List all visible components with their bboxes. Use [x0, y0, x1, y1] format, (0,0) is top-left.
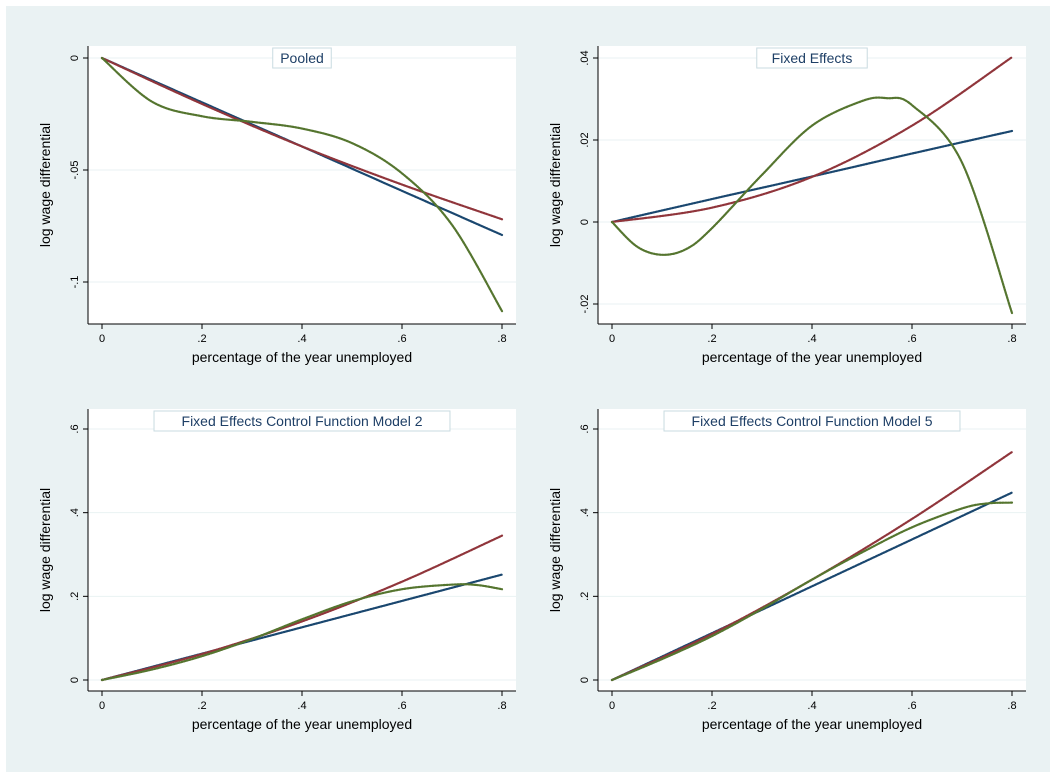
x-tick-label: .2	[707, 700, 716, 712]
x-tick-label: 0	[609, 333, 615, 345]
x-tick-label: .6	[397, 333, 406, 345]
x-axis-title: percentage of the year unemployed	[192, 349, 412, 365]
y-tick-label: 0	[69, 677, 81, 683]
x-tick-label: .2	[197, 700, 206, 712]
plot-area	[598, 46, 1026, 324]
x-tick-label: .8	[1007, 700, 1016, 712]
y-tick-label: .2	[69, 592, 81, 601]
x-tick-label: .2	[197, 333, 206, 345]
x-tick-label: .4	[297, 700, 306, 712]
plot-area	[598, 409, 1026, 691]
x-tick-label: .6	[397, 700, 406, 712]
plot-area	[88, 409, 516, 691]
y-tick-label: .6	[69, 424, 81, 433]
series-line-3	[100, 56, 504, 313]
x-tick-label: .8	[497, 700, 506, 712]
panel-title-box	[272, 47, 332, 69]
y-tick-label: -.1	[69, 276, 81, 289]
y-tick-label: 0	[579, 677, 591, 683]
x-tick-label: .4	[807, 700, 816, 712]
panel-title-box	[663, 410, 961, 432]
x-tick-label: 0	[99, 333, 105, 345]
x-tick-label: 0	[99, 700, 105, 712]
panel-title-box	[153, 410, 451, 432]
chart-panel-3: 0 .2 .4 .6 .8 0 .2 .4 .6 percentage of the year u…	[37, 409, 516, 732]
panel-title: Pooled	[280, 50, 324, 66]
series-line-3	[610, 501, 1014, 682]
series-line-2	[100, 56, 504, 221]
plot-area	[88, 46, 516, 324]
x-tick-label: .4	[297, 333, 306, 345]
panel-title: Fixed Effects Control Function Model 2	[182, 413, 423, 429]
y-axis-title: log wage differential	[547, 488, 563, 612]
x-tick-label: .4	[807, 333, 816, 345]
x-axis-title: percentage of the year unemployed	[702, 716, 922, 732]
chart-figure: 0 .2 .4 .6 .8 0 -.05 -.1 percentage of the year …	[37, 46, 1026, 732]
y-tick-label: .4	[69, 508, 81, 517]
y-tick-label: 0	[579, 219, 591, 225]
x-axis-title: percentage of the year unemployed	[192, 716, 412, 732]
y-tick-label: .02	[579, 132, 591, 147]
y-tick-label: .2	[579, 592, 591, 601]
y-axis-title: log wage differential	[547, 123, 563, 247]
chart-panel-1: 0 .2 .4 .6 .8 0 -.05 -.1 percentage of the year …	[37, 46, 516, 365]
y-tick-label: 0	[69, 55, 81, 61]
x-tick-label: .2	[707, 333, 716, 345]
panel-title-box	[756, 47, 868, 69]
series-line-2	[610, 56, 1014, 224]
chart-panel-2: 0 .2 .4 .6 .8 .04 .02 0 -.02 percentage of the ye…	[547, 46, 1026, 365]
y-axis-title: log wage differential	[37, 123, 53, 247]
y-tick-label: .6	[579, 424, 591, 433]
x-axis-title: percentage of the year unemployed	[702, 349, 922, 365]
series-line-2	[100, 534, 504, 682]
x-tick-label: .6	[907, 700, 916, 712]
panel-title: Fixed Effects	[772, 50, 853, 66]
panel-title: Fixed Effects Control Function Model 5	[692, 413, 933, 429]
series-line-3	[100, 583, 504, 682]
x-tick-label: 0	[609, 700, 615, 712]
y-tick-label: -.05	[69, 161, 81, 180]
y-tick-label: -.02	[579, 295, 591, 314]
series-line-3	[610, 96, 1014, 315]
chart-panel-4: 0 .2 .4 .6 .8 0 .2 .4 .6 percentage of the year u…	[547, 409, 1026, 732]
y-tick-label: .4	[579, 508, 591, 517]
y-tick-label: .04	[579, 50, 591, 65]
x-tick-label: .6	[907, 333, 916, 345]
x-tick-label: .8	[497, 333, 506, 345]
figure-background: 0 .2 .4 .6 .8 0 -.05 -.1 percentage of the year …	[6, 6, 1050, 772]
y-axis-title: log wage differential	[37, 488, 53, 612]
x-tick-label: .8	[1007, 333, 1016, 345]
